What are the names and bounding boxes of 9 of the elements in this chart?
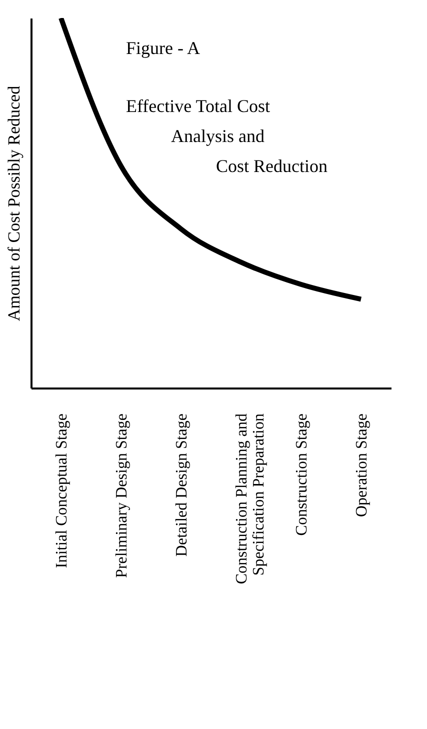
annotation: Effective Total Cost Analysis and Cost Reduction bbox=[126, 96, 328, 176]
x-tick-label: Construction Planning and Specification Preparation bbox=[234, 414, 268, 584]
x-tick-label: Detailed Design Stage bbox=[174, 414, 190, 557]
x-tick-label: Initial Conceptual Stage bbox=[54, 414, 70, 568]
x-tick-label: Construction Stage bbox=[294, 414, 310, 536]
x-tick-label: Preliminary Design Stage bbox=[114, 414, 130, 578]
annotation: Figure - A bbox=[126, 38, 200, 58]
x-tick-label: Operation Stage bbox=[354, 414, 370, 518]
y-axis-title: Amount of Cost Possibly Reduced bbox=[4, 85, 24, 322]
